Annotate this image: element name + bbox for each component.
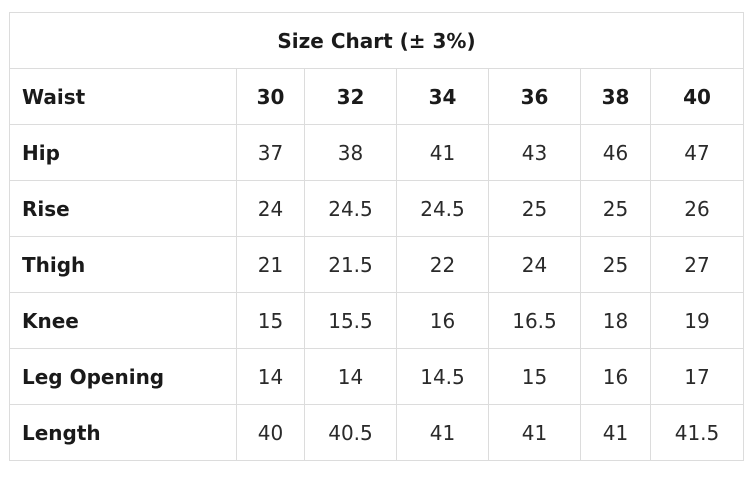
table-cell: 26 (649, 180, 745, 237)
waist-size-cell: 36 (488, 68, 581, 125)
table-cell: 21.5 (304, 236, 397, 293)
table-cell: 14 (304, 348, 397, 405)
table-cell: 15.5 (304, 292, 397, 349)
table-cell: 22 (396, 236, 489, 293)
row-label-hip: Hip (9, 124, 237, 181)
table-cell: 14 (236, 348, 305, 405)
table-cell: 17 (649, 348, 745, 405)
row-label-thigh: Thigh (9, 236, 237, 293)
table-cell: 24 (488, 236, 581, 293)
table-cell: 27 (649, 236, 745, 293)
table-cell: 16 (396, 292, 489, 349)
table-cell: 14.5 (396, 348, 489, 405)
table-cell: 18 (580, 292, 651, 349)
table-cell: 41 (488, 404, 581, 461)
waist-size-cell: 34 (396, 68, 489, 125)
waist-size-cell: 30 (236, 68, 305, 125)
table-cell: 40 (236, 404, 305, 461)
table-cell: 25 (580, 236, 651, 293)
table-row: Hip 37 38 41 43 46 47 (9, 124, 745, 181)
table-cell: 24.5 (396, 180, 489, 237)
table-cell: 41 (580, 404, 651, 461)
table-row: Knee 15 15.5 16 16.5 18 19 (9, 292, 745, 349)
table-cell: 47 (649, 124, 745, 181)
table-cell: 41 (396, 404, 489, 461)
table-cell: 41 (396, 124, 489, 181)
table-row: Thigh 21 21.5 22 24 25 27 (9, 236, 745, 293)
header-row: Waist 30 32 34 36 38 40 (9, 68, 745, 125)
table-cell: 37 (236, 124, 305, 181)
table-cell: 16.5 (488, 292, 581, 349)
table-cell: 38 (304, 124, 397, 181)
row-label-knee: Knee (9, 292, 237, 349)
table-cell: 43 (488, 124, 581, 181)
table-cell: 25 (580, 180, 651, 237)
chart-title: Size Chart (± 3%) (8, 12, 745, 69)
table-row: Rise 24 24.5 24.5 25 25 26 (9, 180, 745, 237)
waist-size-cell: 38 (580, 68, 651, 125)
table-cell: 15 (488, 348, 581, 405)
waist-size-cell: 32 (304, 68, 397, 125)
table-cell: 25 (488, 180, 581, 237)
waist-size-cell: 40 (649, 68, 745, 125)
row-label-length: Length (9, 404, 237, 461)
table-cell: 24 (236, 180, 305, 237)
table-cell: 46 (580, 124, 651, 181)
row-label-waist: Waist (9, 68, 237, 125)
table-cell: 24.5 (304, 180, 397, 237)
table-cell: 19 (649, 292, 745, 349)
table-cell: 40.5 (304, 404, 397, 461)
table-cell: 41.5 (649, 404, 745, 461)
table-cell: 15 (236, 292, 305, 349)
size-chart-table: Size Chart (± 3%) Waist 30 32 34 36 38 4… (8, 12, 745, 461)
table-cell: 16 (580, 348, 651, 405)
row-label-leg-opening: Leg Opening (9, 348, 237, 405)
table-cell: 21 (236, 236, 305, 293)
title-row: Size Chart (± 3%) (8, 12, 745, 69)
row-label-rise: Rise (9, 180, 237, 237)
table-row: Length 40 40.5 41 41 41 41.5 (9, 404, 745, 461)
table-row: Leg Opening 14 14 14.5 15 16 17 (9, 348, 745, 405)
